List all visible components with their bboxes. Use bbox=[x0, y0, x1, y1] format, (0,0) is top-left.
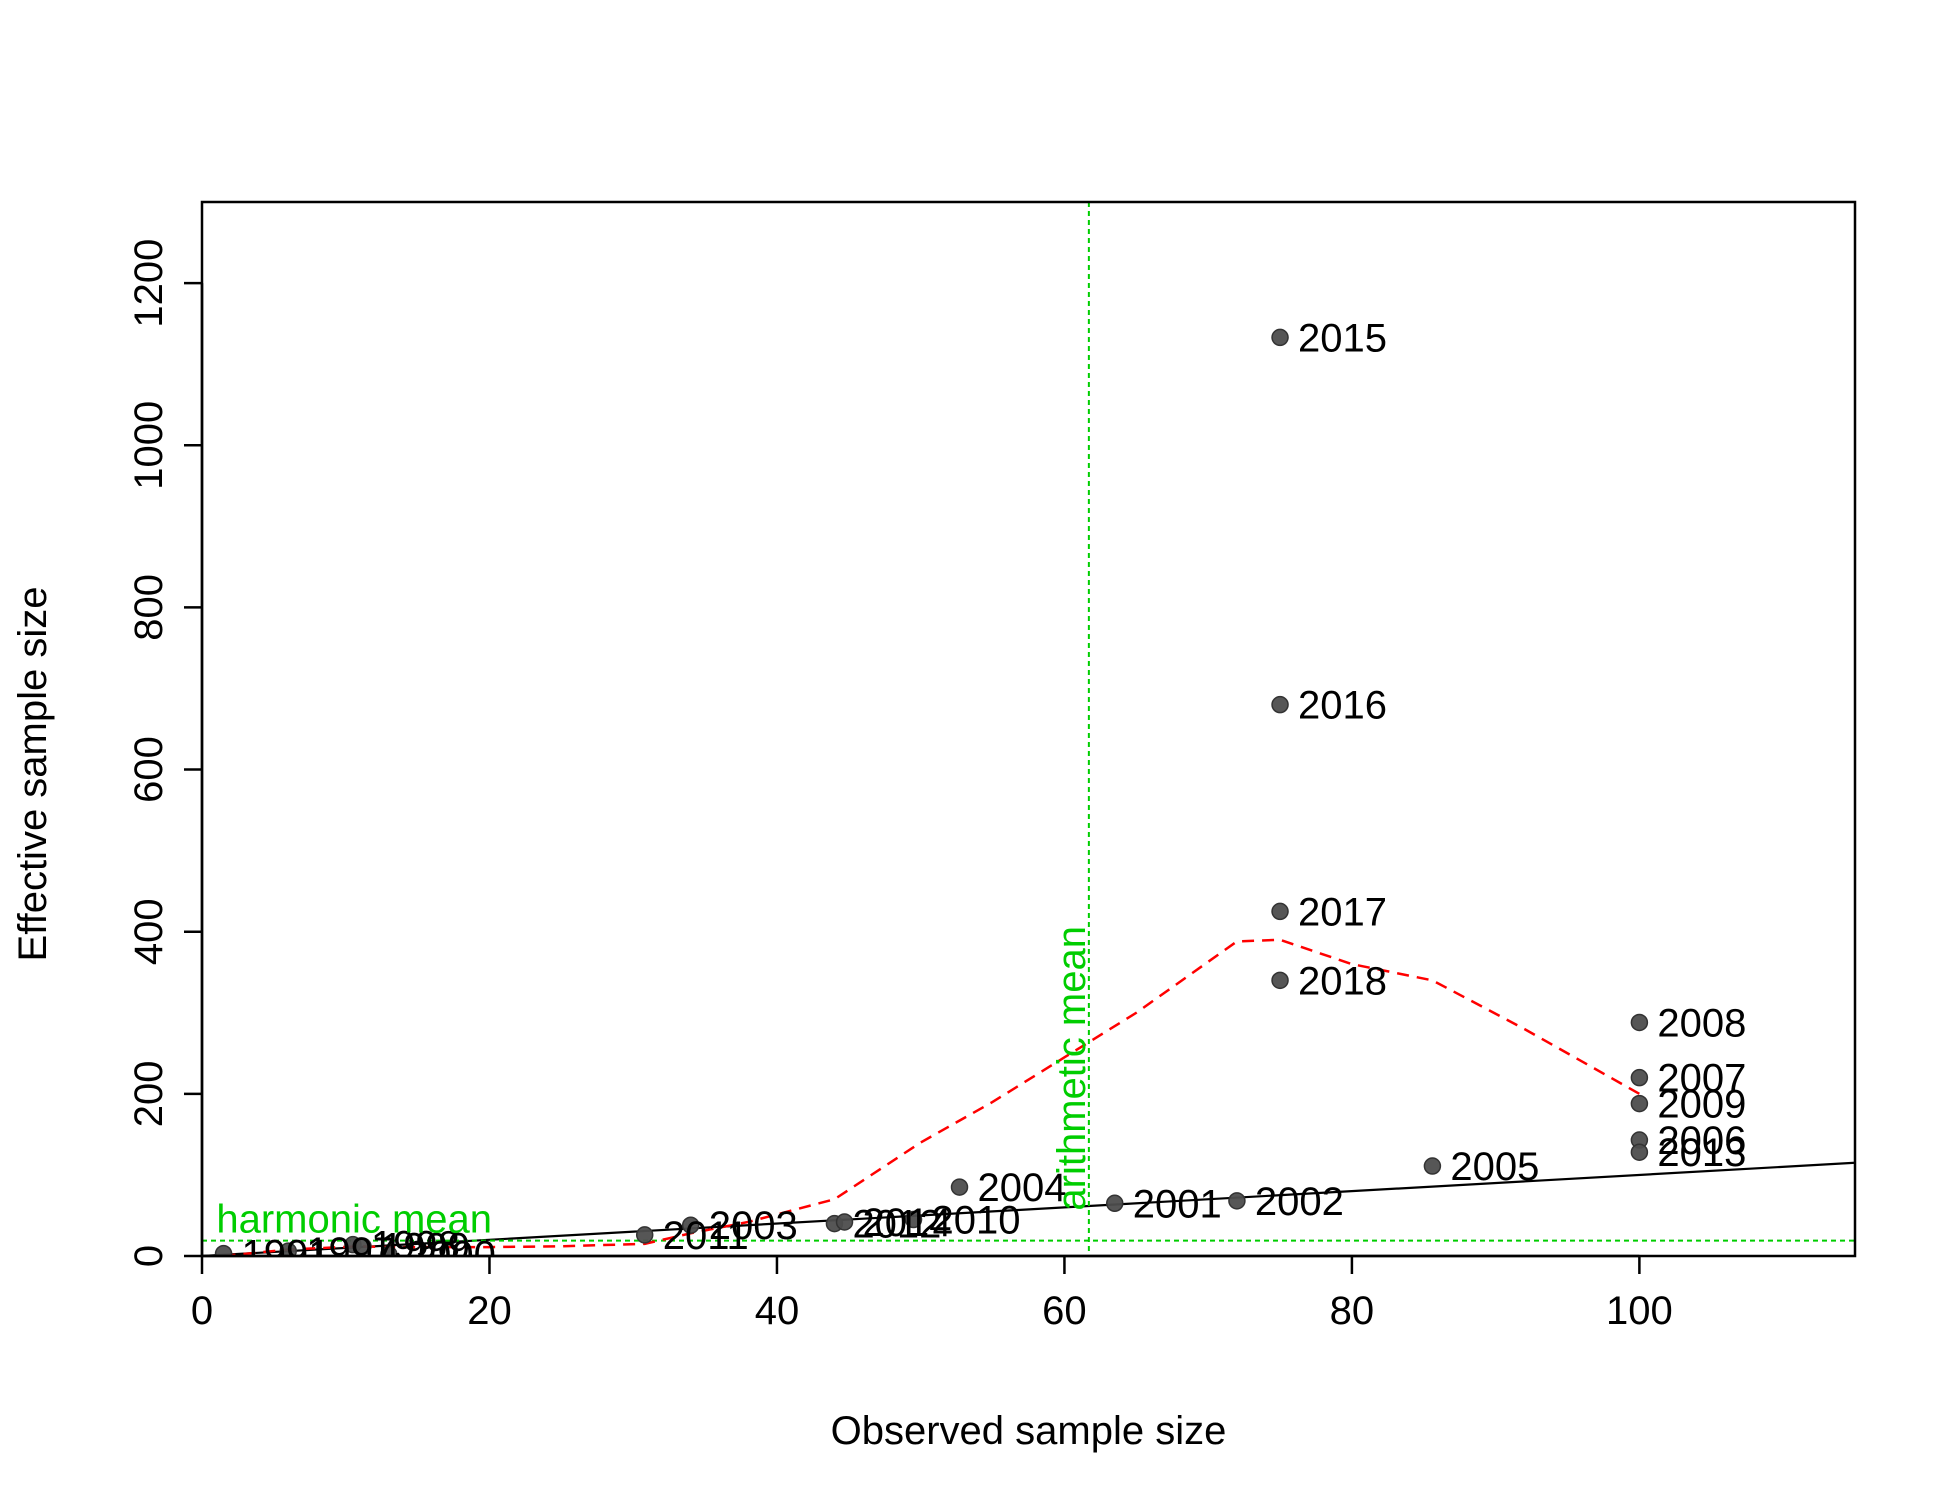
data-point bbox=[1271, 328, 1289, 347]
point-label: 2017 bbox=[1298, 890, 1387, 934]
x-axis-title: Observed sample size bbox=[831, 1409, 1227, 1453]
point-label: 2006 bbox=[1657, 1119, 1746, 1163]
point-label: 2018 bbox=[1298, 959, 1387, 1003]
x-tick-label: 60 bbox=[1042, 1289, 1087, 1333]
y-tick-label: 400 bbox=[127, 898, 171, 965]
point-label: 2014 bbox=[863, 1201, 952, 1245]
data-point bbox=[1271, 902, 1289, 921]
x-tick-label: 100 bbox=[1606, 1289, 1673, 1333]
data-point bbox=[1630, 1068, 1649, 1087]
data-point bbox=[354, 1237, 372, 1256]
point-label: 2015 bbox=[1298, 316, 1387, 360]
data-point bbox=[1271, 695, 1289, 714]
data-point bbox=[835, 1213, 854, 1231]
data-point bbox=[1630, 1094, 1649, 1113]
point-label: 2005 bbox=[1450, 1145, 1539, 1189]
data-point bbox=[380, 1245, 398, 1256]
data-point bbox=[1630, 1013, 1649, 1032]
y-tick-label: 800 bbox=[127, 574, 171, 641]
data-point bbox=[1630, 1143, 1649, 1161]
data-point bbox=[214, 1244, 233, 1256]
point-label: 2003 bbox=[709, 1204, 798, 1248]
y-tick-label: 200 bbox=[127, 1060, 171, 1127]
data-point bbox=[1228, 1192, 1246, 1210]
data-point bbox=[904, 1210, 923, 1229]
point-label: 1997 bbox=[306, 1230, 395, 1274]
y-tick-label: 1200 bbox=[127, 239, 171, 328]
y-tick-label: 600 bbox=[127, 736, 171, 803]
smoother-line bbox=[223, 938, 1641, 1256]
point-label: 2011 bbox=[663, 1214, 749, 1258]
data-point bbox=[279, 1242, 297, 1256]
data-point bbox=[1271, 971, 1289, 990]
y-tick-label: 0 bbox=[127, 1245, 171, 1267]
point-label: 2012 bbox=[852, 1203, 941, 1247]
point-label: 2009 bbox=[1657, 1083, 1746, 1127]
point-label: 1998 bbox=[371, 1224, 460, 1268]
point-label: 2016 bbox=[1298, 684, 1387, 728]
harmonic-mean-label: harmonic mean bbox=[216, 1198, 492, 1242]
x-tick-label: 0 bbox=[191, 1289, 213, 1333]
data-point bbox=[950, 1178, 969, 1196]
point-label: 2004 bbox=[978, 1166, 1067, 1210]
x-tick-label: 40 bbox=[755, 1289, 800, 1333]
x-tick-label: 20 bbox=[467, 1289, 512, 1333]
point-label: 2002 bbox=[1255, 1180, 1344, 1224]
point-label: 2008 bbox=[1657, 1001, 1746, 1045]
data-point bbox=[1105, 1194, 1124, 1213]
point-label: 1999 bbox=[381, 1225, 470, 1269]
y-axis-title: Effective sample size bbox=[11, 587, 55, 962]
point-label: 1991 bbox=[242, 1233, 331, 1277]
x-tick-label: 80 bbox=[1330, 1289, 1375, 1333]
data-point bbox=[681, 1216, 700, 1234]
point-label: 2007 bbox=[1657, 1057, 1746, 1101]
data-point bbox=[635, 1226, 654, 1244]
point-label: 2013 bbox=[1657, 1131, 1746, 1175]
y-tick-label: 1000 bbox=[127, 401, 171, 490]
point-label: 2010 bbox=[932, 1199, 1021, 1243]
plot-frame bbox=[200, 200, 1857, 1258]
point-label: 2001 bbox=[1133, 1182, 1222, 1226]
data-point bbox=[1423, 1157, 1442, 1175]
one-to-one-line bbox=[202, 1161, 1855, 1256]
arithmetic-mean-label: arithmetic mean bbox=[1050, 926, 1094, 1211]
point-label: 2000 bbox=[407, 1233, 496, 1277]
